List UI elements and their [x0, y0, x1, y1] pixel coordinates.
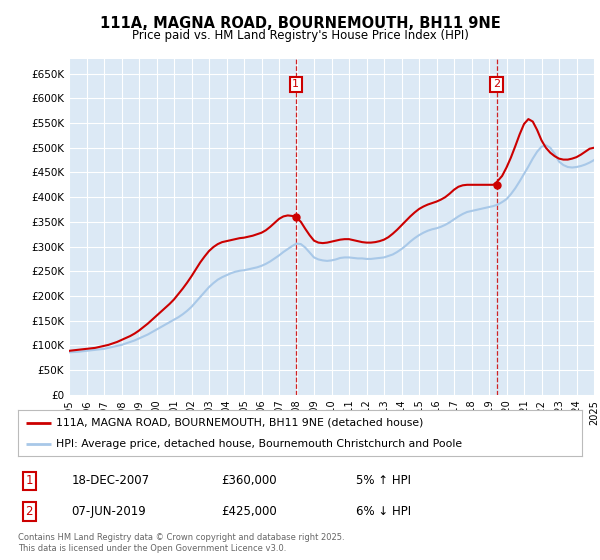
- Text: 5% ↑ HPI: 5% ↑ HPI: [356, 474, 412, 487]
- Text: Contains HM Land Registry data © Crown copyright and database right 2025.
This d: Contains HM Land Registry data © Crown c…: [18, 533, 344, 553]
- Text: 1: 1: [26, 474, 33, 487]
- Text: 2: 2: [493, 80, 500, 90]
- Text: Price paid vs. HM Land Registry's House Price Index (HPI): Price paid vs. HM Land Registry's House …: [131, 29, 469, 42]
- Text: £425,000: £425,000: [221, 505, 277, 518]
- Text: 2: 2: [26, 505, 33, 518]
- Text: 07-JUN-2019: 07-JUN-2019: [71, 505, 146, 518]
- Text: HPI: Average price, detached house, Bournemouth Christchurch and Poole: HPI: Average price, detached house, Bour…: [56, 439, 463, 449]
- Text: 111A, MAGNA ROAD, BOURNEMOUTH, BH11 9NE (detached house): 111A, MAGNA ROAD, BOURNEMOUTH, BH11 9NE …: [56, 418, 424, 428]
- Text: 111A, MAGNA ROAD, BOURNEMOUTH, BH11 9NE: 111A, MAGNA ROAD, BOURNEMOUTH, BH11 9NE: [100, 16, 500, 31]
- Text: 18-DEC-2007: 18-DEC-2007: [71, 474, 150, 487]
- Text: 6% ↓ HPI: 6% ↓ HPI: [356, 505, 412, 518]
- Text: £360,000: £360,000: [221, 474, 277, 487]
- Text: 1: 1: [292, 80, 299, 90]
